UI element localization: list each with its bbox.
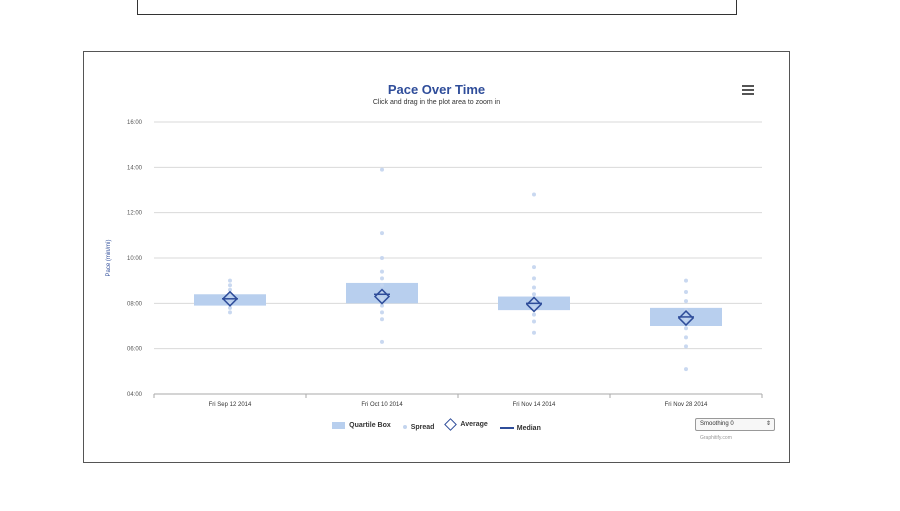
spread-point [532,305,536,310]
spread-point [684,317,688,322]
spread-point [684,344,688,349]
legend-label-average: Average [460,421,488,428]
spread-swatch [402,425,407,429]
legend-label-median: Median [516,424,541,432]
spread-point [228,287,232,292]
spread-point [532,292,536,297]
average-marker [221,290,239,307]
average-marker [525,296,543,313]
average-marker [677,310,695,327]
average-marker [373,288,391,305]
y-tick-label: 12:00 [127,211,143,217]
legend-item-spread[interactable]: Spread [402,423,435,431]
quartile-box-swatch [332,422,346,429]
spread-point [684,326,688,331]
spread-point [684,367,688,372]
spread-point [380,283,384,288]
legend: Quartile Box Spread Average Median [84,418,789,432]
spread-point [532,276,536,281]
y-tick-label: 10:00 [127,256,143,262]
spread-point [380,296,384,301]
spread-point [228,310,232,315]
spread-point [228,283,232,288]
chart-title: Pace Over Time [387,82,486,97]
median-line-swatch [499,427,514,429]
spread-point [380,167,384,172]
spread-point [228,305,232,310]
x-tick-label: Fri Oct 10 2014 [361,402,403,408]
spread-point [380,303,384,308]
spread-point [380,256,384,260]
spread-point [684,278,688,283]
spread-point [532,285,536,290]
spread-point [684,335,688,340]
spread-point [228,278,232,283]
plot-area[interactable]: 04:0006:0008:0010:0012:0014:0016:00Pace … [84,52,789,462]
y-axis-label: Pace (min/mi) [106,239,112,276]
spread-point [380,276,384,281]
x-tick-label: Fri Sep 12 2014 [209,402,252,408]
spread-point [532,299,536,304]
spread-point [684,299,688,304]
spread-point [380,231,384,236]
y-tick-label: 14:00 [127,165,143,171]
y-tick-label: 16:00 [127,120,143,126]
spread-point [532,312,536,317]
x-tick-label: Fri Nov 28 2014 [665,402,708,408]
legend-item-quartile-box[interactable]: Quartile Box [332,422,391,429]
legend-label-quartile-box: Quartile Box [349,422,391,429]
chart-subtitle: Click and drag in the plot area to zoom … [372,99,501,106]
spread-point [380,339,384,344]
y-tick-label: 04:00 [127,392,143,398]
spread-point [532,319,536,324]
hamburger-menu-icon[interactable] [742,85,754,95]
spread-point [532,265,536,270]
y-tick-label: 06:00 [127,347,143,353]
select-arrows-icon: ⇕ [765,421,771,427]
top-panel-box [137,0,737,15]
chart-container[interactable]: Pace Over Time Click and drag in the plo… [83,51,790,463]
legend-item-average[interactable]: Average [444,418,488,431]
spread-point [380,310,384,315]
spread-point [380,269,384,274]
legend-label-spread: Spread [410,423,435,431]
y-tick-label: 08:00 [127,301,143,307]
legend-item-median[interactable]: Median [499,424,541,432]
credit-text: Graphitify.com [700,435,732,441]
diamond-icon [444,418,458,431]
smoothing-select[interactable]: Smoothing 0 ⇕ [695,418,775,431]
spread-point [532,330,536,335]
spread-point [532,192,536,197]
smoothing-value: Smoothing 0 [700,421,734,427]
spread-point [380,317,384,322]
spread-point [684,290,688,294]
x-tick-label: Fri Nov 14 2014 [513,402,556,408]
